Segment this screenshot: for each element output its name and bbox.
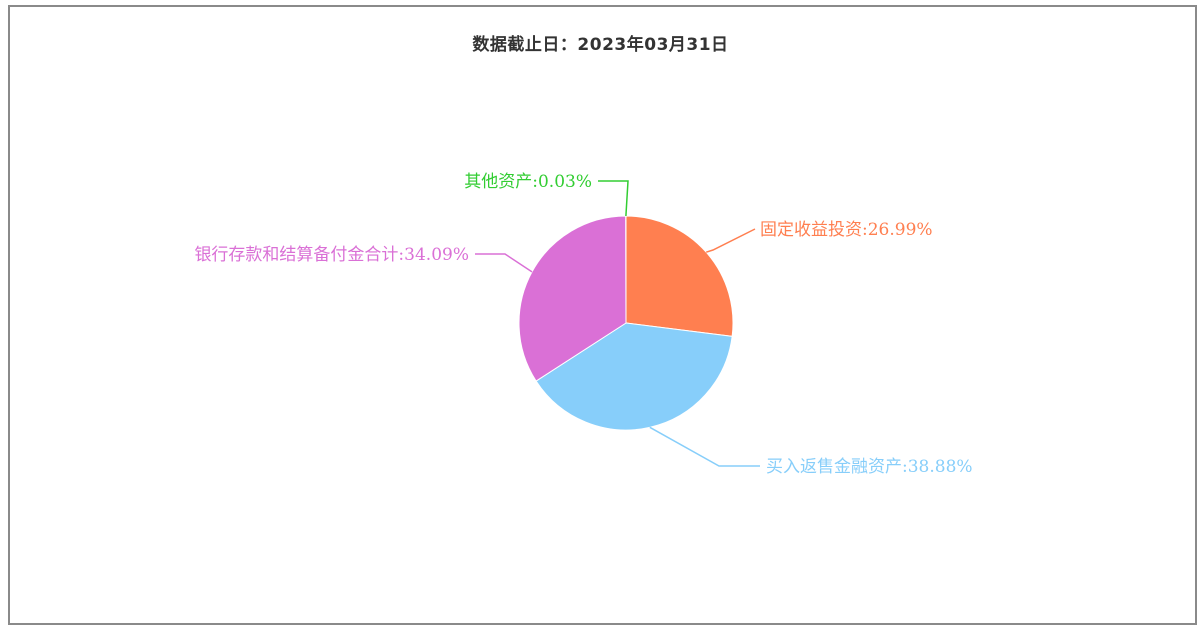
leader-line-2 <box>650 427 760 466</box>
slice-label-2: 买入返售金融资产:38.88% <box>766 457 973 477</box>
slice-label-3: 银行存款和结算备付金合计:34.09% <box>194 245 469 265</box>
slice-label-4: 其他资产:0.03% <box>464 172 592 192</box>
pie-slice-1[interactable] <box>626 216 733 336</box>
leader-line-4 <box>598 181 628 216</box>
slice-label-1: 固定收益投资:26.99% <box>760 220 933 240</box>
pie-chart: 固定收益投资:26.99% 买入返售金融资产:38.88% 银行存款和结算备付金合计… <box>0 0 1201 599</box>
leader-line-3 <box>475 254 532 272</box>
pie-slices <box>519 216 733 430</box>
leader-line-1 <box>706 229 755 252</box>
